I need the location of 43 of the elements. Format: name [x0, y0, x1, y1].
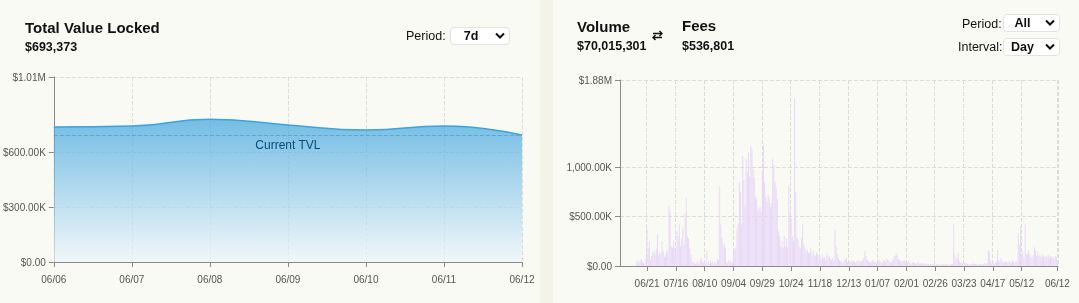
x-tick-label: 10/24 [778, 277, 805, 289]
x-tick-label: 06/21 [634, 277, 661, 289]
text: All [1013, 15, 1032, 31]
x-tick-label: 07/16 [663, 277, 689, 289]
text: $536,801 [682, 38, 735, 54]
y-tick-label: $0.00 [20, 256, 47, 268]
x-tick-label: 12/13 [836, 277, 862, 289]
x-tick-label: 09/04 [721, 277, 747, 289]
text: Period: [406, 28, 446, 44]
x-tick-label: 09/29 [749, 277, 776, 289]
x-tick-label: 06/07 [119, 273, 145, 285]
text: Day [1010, 39, 1035, 55]
y-tick-label: $300.00K [2, 201, 47, 213]
x-tick-label: 06/09 [275, 273, 301, 285]
y-tick-label: $1.01M [12, 71, 46, 83]
x-tick-label: 06/11 [431, 273, 457, 285]
x-tick-label: 01/07 [865, 277, 891, 289]
x-tick-label: 06/12 [1044, 277, 1071, 289]
x-tick-label: 11/18 [807, 277, 833, 289]
x-tick-label: 04/17 [980, 277, 1006, 289]
chart-title: Volume [577, 18, 631, 35]
text: 7d [462, 28, 480, 44]
x-tick-label: 06/06 [41, 273, 67, 285]
text: Interval: [958, 39, 1003, 55]
x-tick-label: 06/08 [197, 273, 223, 285]
y-tick-label: $0.00 [586, 260, 613, 272]
text: Period: [962, 16, 1002, 32]
x-tick-label: 06/12 [509, 273, 535, 285]
y-tick-label: $600.00K [2, 146, 47, 158]
chart-subtitle: $70,015,301 [577, 38, 647, 53]
text: Fees [682, 17, 717, 34]
chart-subtitle: $693,373 [25, 39, 78, 54]
y-tick-label: 1,000.00K [566, 161, 613, 173]
y-tick-label: $500.00K [569, 211, 613, 223]
x-tick-label: 02/01 [893, 277, 920, 289]
y-tick-label: $1.88M [578, 74, 612, 86]
x-tick-label: 02/26 [922, 277, 949, 289]
ref-line-label: Current TVL [255, 138, 321, 152]
x-tick-label: 03/23 [951, 277, 978, 289]
x-tick-label: 08/10 [692, 277, 718, 289]
x-tick-label: 05/12 [1009, 277, 1035, 289]
chart-title: Total Value Locked [25, 19, 160, 36]
x-tick-label: 06/10 [353, 273, 379, 285]
